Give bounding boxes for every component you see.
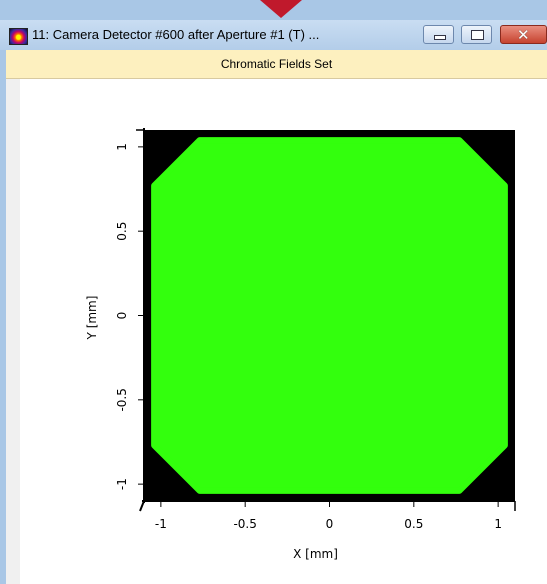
y-tick-label: 0 <box>115 312 129 320</box>
x-tick-label: -0.5 <box>233 517 256 531</box>
x-axis-label: X [mm] <box>293 547 338 561</box>
minimize-icon <box>434 35 446 40</box>
maximize-icon <box>471 30 484 40</box>
selection-marker-icon <box>260 0 302 18</box>
close-button[interactable]: ✕ <box>500 25 547 44</box>
y-tick-label: 0.5 <box>115 222 129 241</box>
y-tick-label: -0.5 <box>115 388 129 411</box>
client-area: Chromatic Fields Set -1 -0.5 0 0.5 1 1 0.5 0 -0.… <box>6 50 547 584</box>
x-tick-label: 0 <box>326 517 334 531</box>
axis-corner-tick <box>139 500 145 512</box>
header-title: Chromatic Fields Set <box>220 57 333 71</box>
axes: -1 -0.5 0 0.5 1 1 0.5 0 -0.5 -1 <box>115 128 516 531</box>
y-axis-label: Y [mm] <box>85 296 99 341</box>
x-tick-label: 0.5 <box>404 517 423 531</box>
title-bar[interactable]: 11: Camera Detector #600 after Aperture … <box>0 20 547 50</box>
y-tick-label: -1 <box>115 478 129 490</box>
view-header: Chromatic Fields Set <box>6 50 547 79</box>
field-region <box>151 137 508 494</box>
maximize-button[interactable] <box>461 25 492 44</box>
app-icon[interactable] <box>9 28 28 45</box>
window-title: 11: Camera Detector #600 after Aperture … <box>32 27 320 42</box>
minimize-button[interactable] <box>423 25 454 44</box>
field-plot[interactable]: -1 -0.5 0 0.5 1 1 0.5 0 -0.5 -1 X [mm] Y [mm] <box>20 79 547 584</box>
x-tick-label: 1 <box>494 517 502 531</box>
plot-area[interactable]: -1 -0.5 0 0.5 1 1 0.5 0 -0.5 -1 X [mm] Y [mm] <box>20 79 547 584</box>
close-icon: ✕ <box>517 26 530 44</box>
y-tick-label: 1 <box>115 143 129 151</box>
x-tick-label: -1 <box>155 517 167 531</box>
